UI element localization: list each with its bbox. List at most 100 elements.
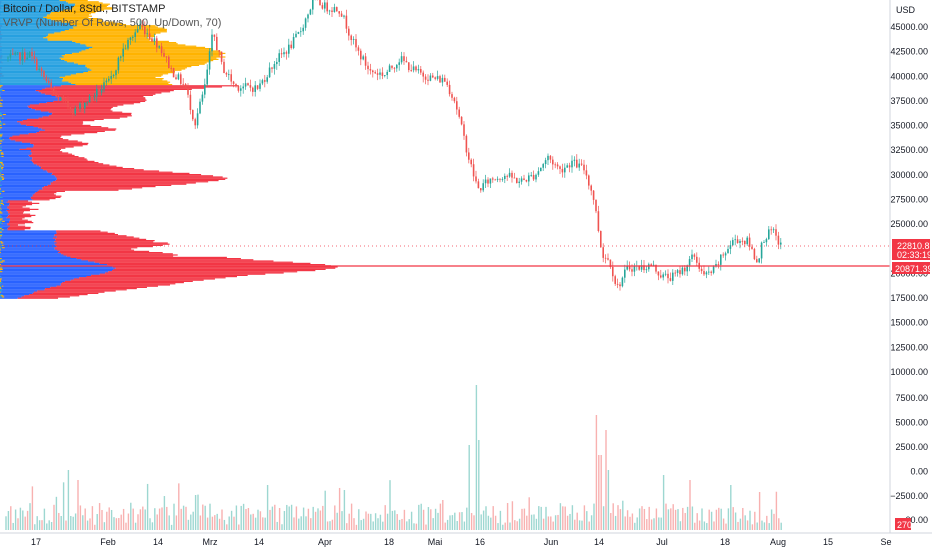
candle-body <box>10 54 12 58</box>
volume-bar <box>164 496 165 530</box>
volume-bar <box>764 522 765 530</box>
volume-bar <box>310 518 311 530</box>
volume-bar <box>380 515 381 530</box>
candle-body <box>622 278 624 287</box>
profile-va-down-row <box>0 280 1 281</box>
candle-body <box>660 275 662 277</box>
profile-down-row <box>8 212 23 213</box>
candle-body <box>605 258 607 259</box>
volume-bar <box>512 501 513 530</box>
profile-va-up-row <box>0 61 67 62</box>
profile-up-row <box>0 263 100 264</box>
profile-down-row <box>31 197 61 198</box>
candle-body <box>202 95 204 102</box>
candle-body <box>768 229 770 239</box>
profile-down-row <box>29 155 75 156</box>
candle-body <box>571 161 573 168</box>
volume-bar <box>737 522 738 530</box>
volume-bar <box>581 521 582 530</box>
profile-va-up-row <box>0 5 75 6</box>
volume-tick-label: 2500.00 <box>895 442 928 452</box>
candle-body <box>701 269 703 271</box>
volume-bar <box>464 522 465 530</box>
profile-down-row <box>57 178 227 179</box>
candle-body <box>696 257 698 263</box>
time-tick-label: Se <box>880 537 891 547</box>
profile-va-down-row <box>0 292 1 293</box>
profile-down-row <box>107 264 325 265</box>
profile-down-row <box>31 151 63 152</box>
profile-down-row <box>9 204 32 205</box>
time-tick-label: Aug <box>770 537 786 547</box>
volume-bar <box>694 523 695 530</box>
profile-up-row <box>0 134 19 135</box>
profile-down-row <box>100 274 265 275</box>
profile-up-row <box>0 170 47 171</box>
time-axis-background[interactable] <box>0 533 932 550</box>
candle-body <box>564 168 566 173</box>
volume-bar <box>358 509 359 530</box>
candle-body <box>163 53 165 57</box>
candle-body <box>190 95 192 110</box>
profile-up-row <box>0 186 44 187</box>
profile-va-down-row <box>1 200 3 201</box>
profile-down-row <box>34 126 102 127</box>
profile-down-row <box>44 186 155 187</box>
profile-va-down-row <box>62 55 220 56</box>
profile-va-up-row <box>0 185 2 186</box>
candle-body <box>758 258 760 262</box>
volume-bar <box>284 511 285 530</box>
profile-down-row <box>52 114 132 115</box>
candle-body <box>302 28 304 32</box>
profile-down-row <box>31 160 88 161</box>
candle-body <box>257 85 259 89</box>
candle-body <box>614 276 616 284</box>
profile-va-up-row <box>0 82 69 83</box>
price-tick-label: 17500.00 <box>890 293 928 303</box>
candle-body <box>739 241 741 243</box>
volume-bar <box>469 445 470 530</box>
volume-bar <box>75 513 76 530</box>
volume-bar <box>649 507 650 530</box>
candle-body <box>559 166 561 169</box>
profile-up-row <box>0 179 57 180</box>
profile-up-row <box>0 259 81 260</box>
profile-va-down-row <box>1 176 3 177</box>
profile-up-row <box>0 242 57 243</box>
volume-bar <box>10 506 11 530</box>
time-tick-label: 14 <box>254 537 264 547</box>
candle-body <box>617 284 619 285</box>
volume-bar <box>209 504 210 530</box>
profile-down-row <box>114 269 326 270</box>
profile-va-down-row <box>48 40 149 41</box>
profile-va-down-row <box>2 156 4 157</box>
profile-down-row <box>8 216 32 217</box>
candle-body <box>497 179 499 180</box>
profile-down-row <box>47 170 159 171</box>
profile-va-up-row <box>0 163 1 164</box>
profile-down-row <box>52 95 153 96</box>
profile-up-row <box>0 145 34 146</box>
profile-down-row <box>65 281 193 282</box>
time-tick-label: 15 <box>823 537 833 547</box>
profile-up-row <box>0 258 77 259</box>
volume-bar <box>296 506 297 530</box>
candle-body <box>492 178 494 179</box>
candle-body <box>595 200 597 211</box>
volume-bar <box>224 520 225 530</box>
profile-va-down-row <box>0 106 3 107</box>
candle-body <box>425 77 427 80</box>
candle-body <box>430 76 432 81</box>
volume-bar <box>140 509 141 530</box>
candle-body <box>110 76 112 79</box>
candle-body <box>156 38 158 47</box>
volume-bar <box>418 505 419 530</box>
candle-body <box>432 76 434 78</box>
profile-up-row <box>0 182 51 183</box>
profile-down-row <box>45 94 155 95</box>
profile-va-down-row <box>67 61 211 62</box>
volume-bar <box>166 507 167 530</box>
profile-va-down-row <box>3 204 4 205</box>
